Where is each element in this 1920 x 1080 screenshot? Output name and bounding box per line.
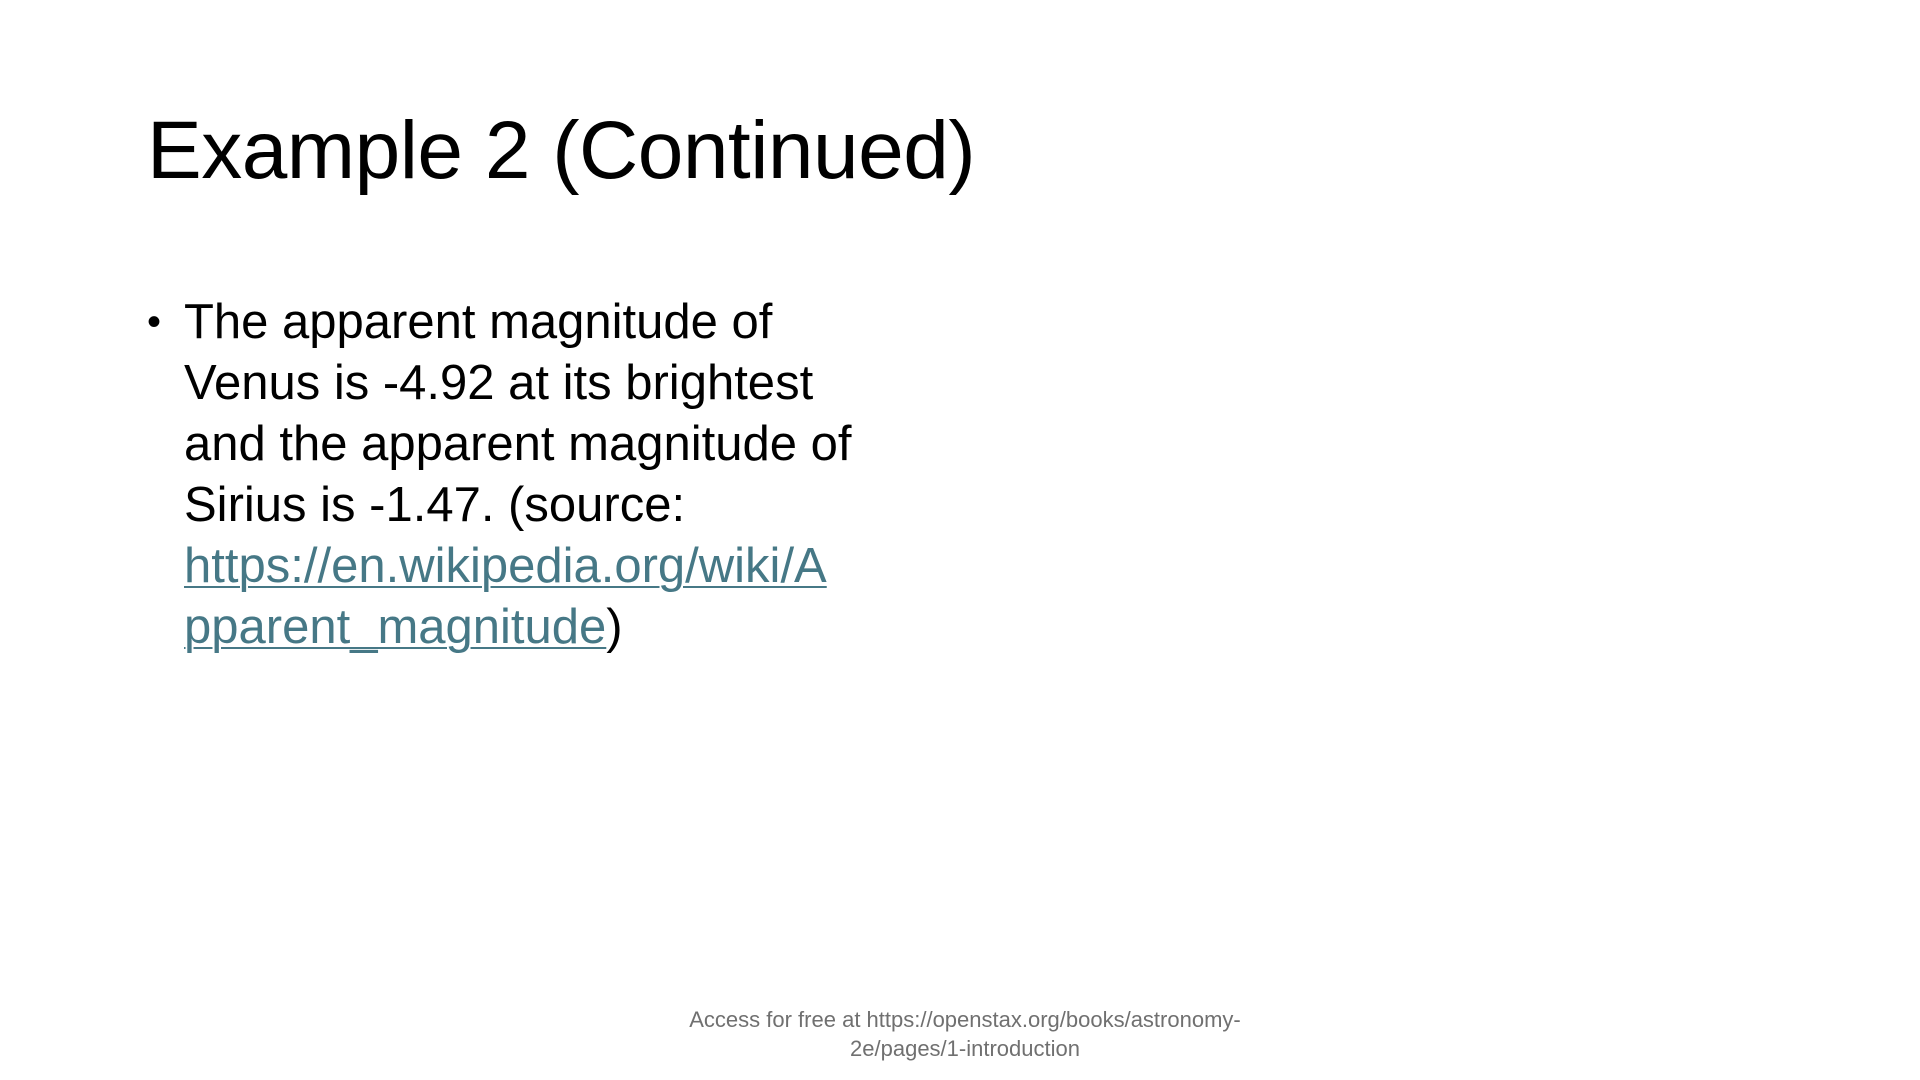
bullet-list: • The apparent magnitude of Venus is -4.… bbox=[147, 292, 947, 658]
footer-line-1: Access for free at https://openstax.org/… bbox=[689, 1007, 1241, 1032]
bullet-point-icon: • bbox=[147, 300, 162, 344]
bullet-text-line-2: Venus is -4.92 at its brightest bbox=[184, 356, 814, 410]
slide-title: Example 2 (Continued) bbox=[147, 105, 976, 196]
source-link-part-2[interactable]: pparent_magnitude bbox=[184, 600, 607, 654]
bullet-item: • The apparent magnitude of Venus is -4.… bbox=[147, 292, 947, 658]
bullet-text-line-1: The apparent magnitude of bbox=[184, 295, 773, 349]
closing-parenthesis: ) bbox=[606, 600, 623, 654]
footer-attribution: Access for free at https://openstax.org/… bbox=[620, 1005, 1310, 1063]
source-link-part-1[interactable]: https://en.wikipedia.org/wiki/A bbox=[184, 539, 827, 593]
footer-line-2: 2e/pages/1-introduction bbox=[850, 1036, 1080, 1061]
bullet-text-line-3: and the apparent magnitude of bbox=[184, 417, 852, 471]
bullet-text-line-4: Sirius is -1.47. (source: bbox=[184, 478, 686, 532]
